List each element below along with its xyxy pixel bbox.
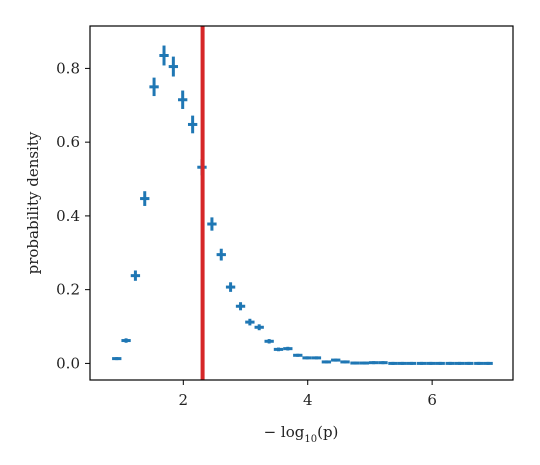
y-tick-label: 0.6 [56,133,80,151]
data-point [321,360,332,364]
data-point [207,217,217,231]
data-point [445,361,455,365]
x-tick-label: 2 [179,391,189,409]
y-tick-label: 0.0 [56,354,80,372]
data-point [168,56,179,77]
data-point [302,356,312,360]
data-point [368,361,379,365]
data-point [378,361,388,365]
data-point [245,318,255,326]
data-point [331,358,341,362]
data-point [435,361,445,365]
data-point [426,361,436,365]
data-point [264,339,274,344]
data-point [235,302,246,311]
data-point [454,361,465,365]
data-point [311,356,322,360]
x-axis-label: − log10(p) [264,423,339,445]
data-point [225,282,236,292]
data-layer [112,45,493,365]
y-axis-label: probability density [24,131,42,274]
data-point [140,191,150,206]
data-point [406,361,417,365]
data-point [340,360,350,364]
data-point [149,77,159,97]
y-tick-label: 0.4 [56,207,80,225]
data-point [254,324,264,331]
data-point [359,361,369,365]
data-point [397,361,407,365]
x-axis-label-prefix: − log [264,423,305,441]
data-point [483,361,493,365]
data-point [350,361,360,365]
x-tick-label: 6 [427,391,437,409]
x-axis-label-suffix: (p) [317,423,338,441]
data-point [464,361,474,365]
data-point [273,347,284,352]
data-point [216,248,226,261]
data-point [159,45,169,66]
plot-frame [89,25,514,381]
data-point [474,361,484,365]
x-axis-label-subscript: 10 [304,434,317,445]
data-point [283,346,293,351]
data-point [293,353,303,357]
data-point [187,115,198,134]
data-point [130,270,141,281]
data-point [388,361,398,365]
x-tick-label: 4 [303,391,313,409]
y-tick-label: 0.2 [56,281,80,299]
data-point [112,357,122,361]
y-tick-label: 0.8 [56,59,80,77]
ticks-layer: 2 4 6 0.0 0.2 0.4 0.6 0.8 [56,59,437,409]
data-point [178,90,188,109]
data-point [416,361,427,365]
data-point [121,338,131,343]
